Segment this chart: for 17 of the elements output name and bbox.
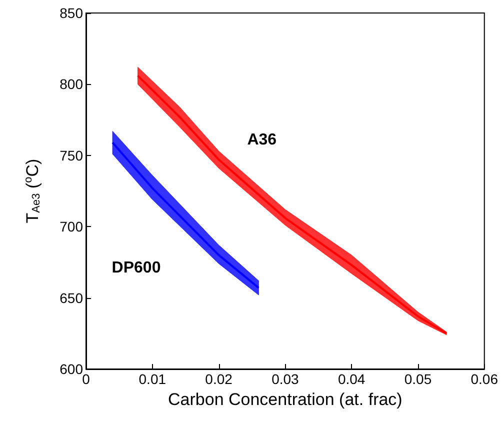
series-label: A36 <box>247 132 277 149</box>
y-tick-label: 750 <box>60 147 84 164</box>
text: DP600 <box>112 260 161 277</box>
x-tick-label: 0.01 <box>138 371 166 387</box>
y-tick-label: 800 <box>60 76 84 92</box>
x-tick-label: 0.03 <box>272 371 300 387</box>
x-tick-label: 0 <box>82 371 90 387</box>
x-tick-label: 0.05 <box>404 371 432 387</box>
x-axis-title: Carbon Concentration (at. frac) <box>168 390 402 409</box>
y-tick-label: 600 <box>60 361 84 377</box>
y-tick-label: 650 <box>60 290 84 306</box>
y-axis-title: TAe3 (oC) <box>22 158 42 224</box>
y-tick-label: 700 <box>60 218 84 235</box>
x-tick-label: 0.02 <box>205 371 233 387</box>
y-tick-label: 850 <box>60 5 84 21</box>
x-tick-label: 0.04 <box>338 371 366 387</box>
x-tick-label: 0.06 <box>470 371 498 387</box>
